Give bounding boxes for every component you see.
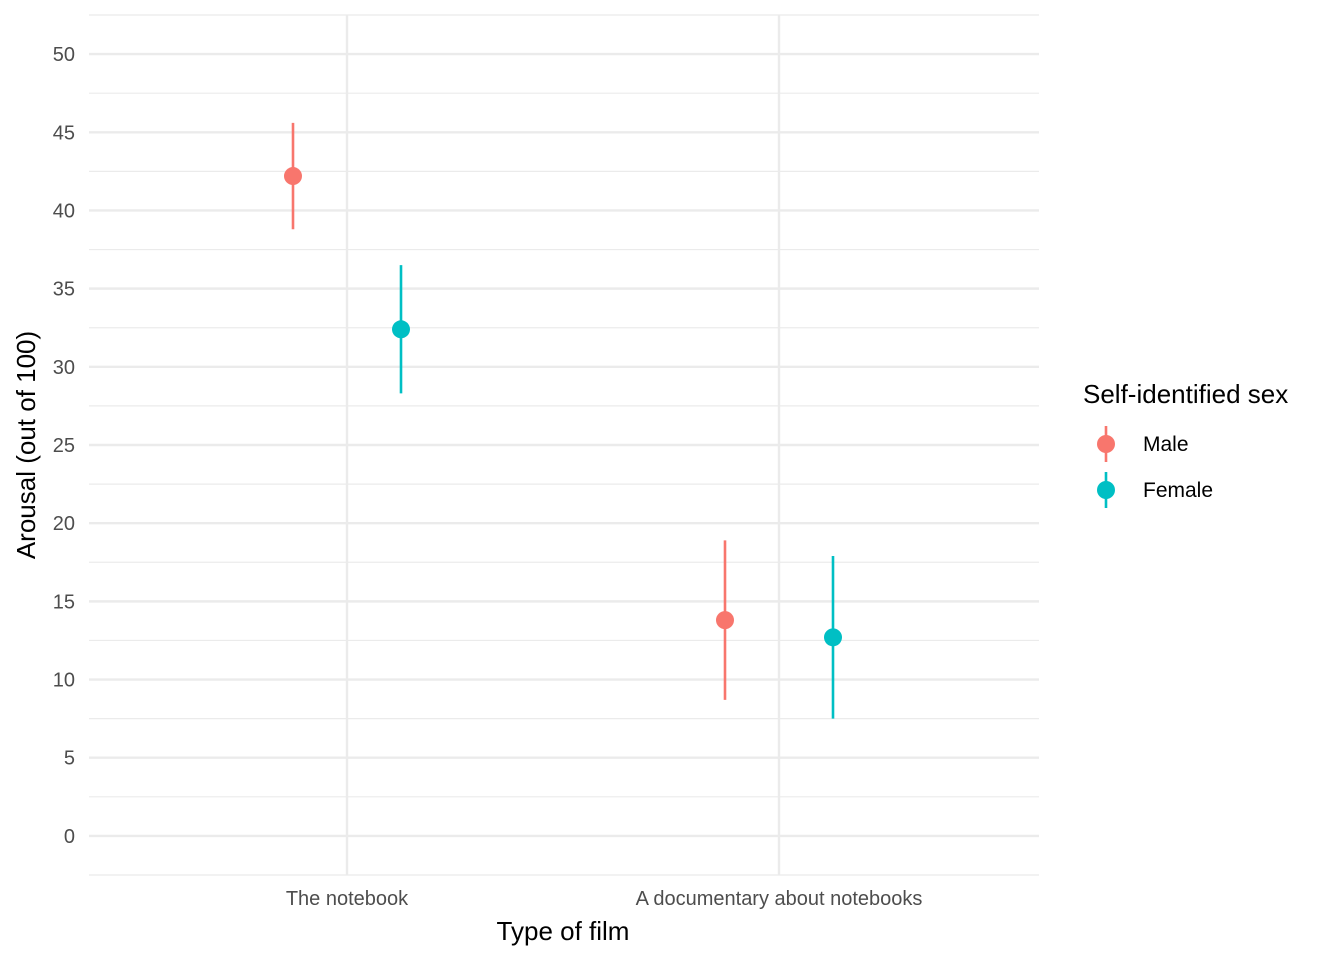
- legend-label: Female: [1143, 479, 1213, 502]
- y-tick-label: 20: [53, 513, 75, 535]
- legend-label: Male: [1143, 433, 1189, 456]
- y-tick-label: 40: [53, 200, 75, 222]
- legend-key-point: [1097, 481, 1115, 499]
- point-female: [824, 628, 842, 647]
- y-tick-label: 15: [53, 591, 75, 613]
- grid-minor-lines: [89, 14, 1039, 876]
- x-tick-label: A documentary about notebooks: [636, 888, 923, 910]
- legend: Self-identified sex Male Female: [1083, 379, 1288, 508]
- point-male: [716, 611, 734, 630]
- y-tick-label: 5: [64, 748, 75, 770]
- x-tick-label: The notebook: [286, 888, 409, 910]
- legend-items: Male Female: [1097, 426, 1213, 508]
- y-tick-label: 45: [53, 122, 75, 144]
- y-tick-label: 35: [53, 279, 75, 301]
- y-tick-label: 30: [53, 357, 75, 379]
- legend-title: Self-identified sex: [1083, 379, 1288, 409]
- y-axis-tick-labels: 0 5 10 15 20 25 30 35 40 45 50: [53, 44, 75, 848]
- y-axis-title: Arousal (out of 100): [11, 331, 41, 559]
- point-female: [392, 320, 410, 339]
- y-tick-label: 0: [64, 826, 75, 848]
- point-male: [284, 167, 302, 186]
- x-axis-title: Type of film: [497, 916, 630, 946]
- y-tick-label: 10: [53, 670, 75, 692]
- legend-key-point: [1097, 435, 1115, 453]
- grid-major-lines: [89, 15, 1039, 875]
- y-tick-label: 50: [53, 44, 75, 66]
- x-axis-tick-labels: The notebook A documentary about notebook…: [286, 888, 923, 910]
- data-marks: [284, 122, 842, 719]
- y-tick-label: 25: [53, 435, 75, 457]
